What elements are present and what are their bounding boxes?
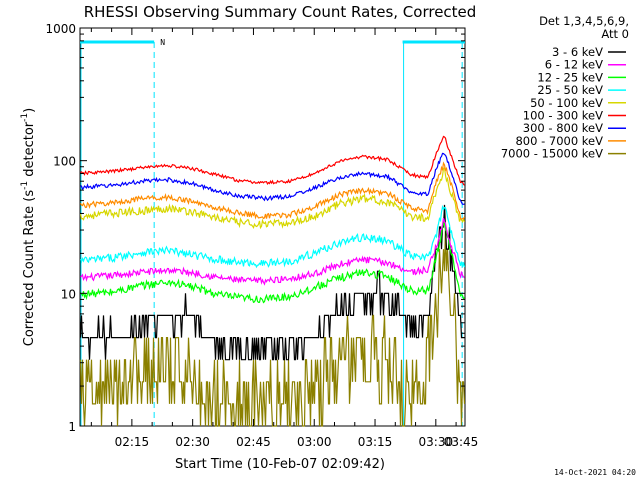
x-tick-label: 02:15 (115, 435, 150, 449)
series-layer (79, 135, 466, 427)
status-flag: N (160, 38, 165, 47)
legend-label: 100 - 300 keV (523, 109, 603, 123)
series-25-50-kev (79, 204, 466, 269)
footer-timestamp: 14-Oct-2021 04:20 (554, 468, 636, 477)
chart-title: RHESSI Observing Summary Count Rates, Co… (84, 3, 477, 21)
series-12-25-kev (80, 221, 465, 304)
series-6-12-kev (80, 217, 465, 286)
legend-header-1: Det 1,3,4,5,6,9, (539, 14, 629, 28)
legend-label: 800 - 7000 keV (515, 134, 603, 148)
x-tick-label: 02:45 (236, 435, 271, 449)
y-tick-label: 10 (61, 287, 76, 301)
legend-label: 50 - 100 keV (530, 96, 603, 110)
series-300-800-kev (80, 152, 465, 205)
x-tick-label: 03:15 (358, 435, 393, 449)
x-tick-label: 03:30 (419, 435, 454, 449)
series-800-7000-kev (79, 161, 466, 220)
legend-label: 300 - 800 keV (523, 121, 603, 135)
series-3-6-kev (79, 204, 465, 361)
legend-header-2: Att 0 (601, 27, 629, 41)
x-tick-label: 03:45 (444, 435, 479, 449)
legend-label: 3 - 6 keV (552, 45, 603, 59)
series-50-100-kev (79, 166, 466, 230)
axes: 1 10 100 1000 02:15 02:30 02:45 03:00 03:15 03:30… (45, 22, 478, 449)
x-tick-label: 03:00 (297, 435, 332, 449)
legend-label: 7000 - 15000 keV (501, 147, 603, 161)
x-tick-label: 02:30 (175, 435, 210, 449)
y-tick-label: 1000 (45, 22, 76, 36)
legend-label: 25 - 50 keV (537, 83, 603, 97)
x-axis-label: Start Time (10-Feb-07 02:09:42) (175, 457, 385, 472)
y-tick-label: 1 (68, 420, 76, 434)
legend-label: 12 - 25 keV (537, 70, 603, 84)
legend-label: 6 - 12 keV (545, 58, 603, 72)
y-tick-label: 100 (53, 155, 76, 169)
series-100-300-kev (80, 135, 465, 186)
y-axis-label: Corrected Count Rate (s-1 detector-1) (20, 108, 37, 346)
